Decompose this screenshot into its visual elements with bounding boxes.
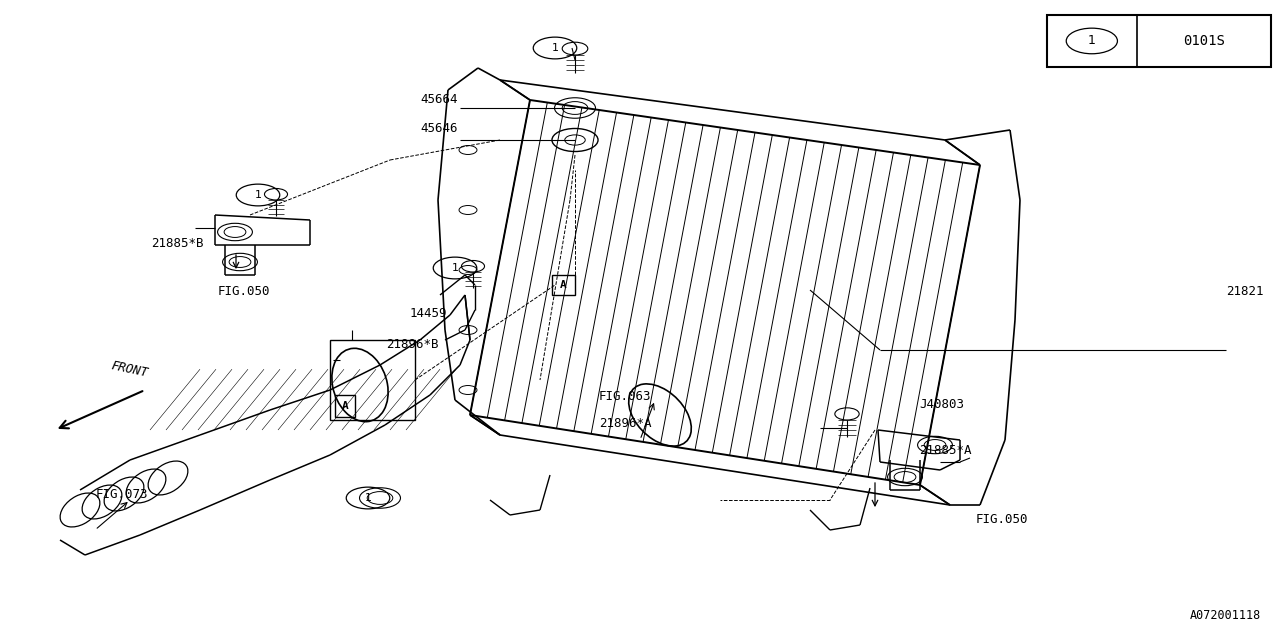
Text: 1: 1 [255,190,261,200]
Text: 45646: 45646 [421,122,458,134]
Text: A: A [342,401,348,411]
Text: 1: 1 [452,263,458,273]
Text: FIG.063: FIG.063 [599,390,652,403]
Text: 45664: 45664 [421,93,458,106]
Bar [1047,15,1271,67]
Text: FIG.073: FIG.073 [96,488,148,500]
Bar [335,395,355,417]
Bar [330,340,415,420]
Bar [552,275,575,295]
Text: FRONT: FRONT [110,360,150,380]
Text: A072001118: A072001118 [1189,609,1261,622]
Text: 1: 1 [365,493,371,503]
Text: 21885*A: 21885*A [919,444,972,457]
Text: 0101S: 0101S [1183,34,1225,48]
Text: 21896*B: 21896*B [387,338,439,351]
Text: 14459: 14459 [410,307,447,320]
Text: 21821: 21821 [1226,285,1263,298]
Text: 1: 1 [1088,35,1096,47]
Text: FIG.050: FIG.050 [218,285,270,298]
Text: 21896*A: 21896*A [599,417,652,430]
Text: FIG.050: FIG.050 [975,513,1028,526]
Text: 1: 1 [552,43,558,53]
Text: 21885*B: 21885*B [151,237,204,250]
Text: J40803: J40803 [919,398,964,411]
Text: A: A [559,280,566,290]
